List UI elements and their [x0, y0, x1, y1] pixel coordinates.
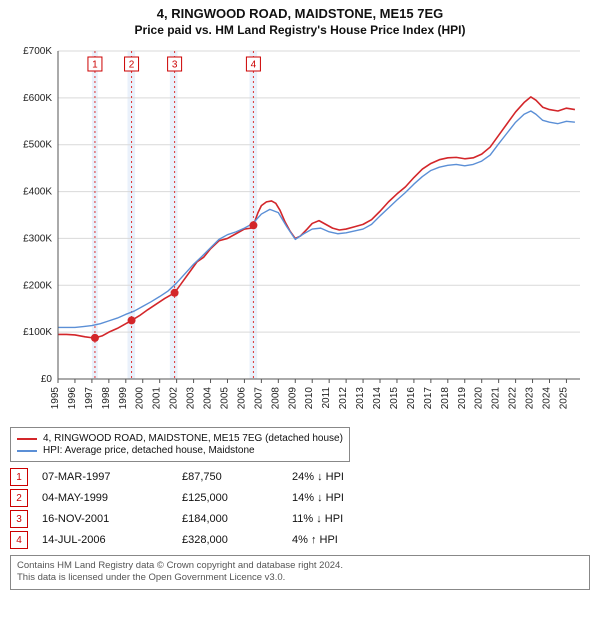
svg-text:2020: 2020 [474, 387, 485, 410]
svg-text:1999: 1999 [118, 387, 129, 410]
svg-text:2005: 2005 [219, 387, 230, 410]
svg-text:2021: 2021 [491, 387, 502, 410]
svg-text:2008: 2008 [270, 387, 281, 410]
sale-date: 16-NOV-2001 [42, 513, 182, 525]
sale-badge: 4 [10, 531, 28, 549]
svg-text:2016: 2016 [406, 387, 417, 410]
svg-text:2013: 2013 [355, 387, 366, 410]
svg-text:3: 3 [172, 60, 178, 71]
legend-item: HPI: Average price, detached house, Maid… [17, 445, 343, 456]
sale-row: 1 07-MAR-1997£87,75024% ↓ HPI [10, 468, 590, 486]
sale-row: 4 14-JUL-2006£328,0004% ↑ HPI [10, 531, 590, 549]
svg-text:2003: 2003 [186, 387, 197, 410]
chart-svg: £0 £100K £200K £300K £400K £500K £600K £700K 1 2 3… [10, 43, 590, 423]
sale-badge: 3 [10, 510, 28, 528]
svg-text:£0: £0 [41, 374, 53, 385]
svg-text:£600K: £600K [23, 93, 52, 104]
sale-date: 07-MAR-1997 [42, 471, 182, 483]
sale-diff: 24% ↓ HPI [292, 471, 382, 483]
footer-line-2: This data is licensed under the Open Gov… [17, 572, 583, 584]
svg-text:£300K: £300K [23, 233, 52, 244]
sale-price: £87,750 [182, 471, 292, 483]
svg-text:2001: 2001 [152, 387, 163, 410]
svg-text:£200K: £200K [23, 280, 52, 291]
svg-text:2022: 2022 [508, 387, 519, 410]
svg-text:1995: 1995 [50, 387, 61, 410]
page-title: 4, RINGWOOD ROAD, MAIDSTONE, ME15 7EG [10, 6, 590, 21]
svg-text:2012: 2012 [338, 387, 349, 410]
svg-text:2018: 2018 [440, 387, 451, 410]
sale-badge: 2 [10, 489, 28, 507]
svg-text:2024: 2024 [541, 387, 552, 410]
svg-text:1996: 1996 [67, 387, 78, 410]
footer-attribution: Contains HM Land Registry data © Crown c… [10, 555, 590, 590]
sale-diff: 4% ↑ HPI [292, 534, 382, 546]
svg-text:4: 4 [251, 60, 257, 71]
legend: 4, RINGWOOD ROAD, MAIDSTONE, ME15 7EG (d… [10, 427, 350, 462]
svg-text:2010: 2010 [304, 387, 315, 410]
svg-text:£100K: £100K [23, 327, 52, 338]
svg-text:2006: 2006 [236, 387, 247, 410]
sale-row: 3 16-NOV-2001£184,00011% ↓ HPI [10, 510, 590, 528]
legend-label: 4, RINGWOOD ROAD, MAIDSTONE, ME15 7EG (d… [43, 433, 343, 444]
svg-text:2011: 2011 [321, 387, 332, 409]
svg-text:1997: 1997 [84, 387, 95, 410]
svg-text:1998: 1998 [101, 387, 112, 410]
sale-price: £125,000 [182, 492, 292, 504]
svg-text:£500K: £500K [23, 140, 52, 151]
sale-date: 04-MAY-1999 [42, 492, 182, 504]
legend-label: HPI: Average price, detached house, Maid… [43, 445, 255, 456]
page-subtitle: Price paid vs. HM Land Registry's House … [10, 23, 590, 37]
svg-text:2002: 2002 [169, 387, 180, 410]
svg-text:£700K: £700K [23, 46, 52, 57]
svg-text:2009: 2009 [287, 387, 298, 410]
svg-text:2: 2 [129, 60, 135, 71]
svg-text:2000: 2000 [135, 387, 146, 410]
sale-date: 14-JUL-2006 [42, 534, 182, 546]
sale-price: £184,000 [182, 513, 292, 525]
sales-table: 1 07-MAR-1997£87,75024% ↓ HPI 2 04-MAY-1999… [10, 468, 590, 549]
sale-diff: 11% ↓ HPI [292, 513, 382, 525]
svg-text:2025: 2025 [558, 387, 569, 410]
sale-badge: 1 [10, 468, 28, 486]
sale-price: £328,000 [182, 534, 292, 546]
svg-text:1: 1 [92, 60, 98, 71]
svg-text:2015: 2015 [389, 387, 400, 410]
sale-diff: 14% ↓ HPI [292, 492, 382, 504]
legend-swatch [17, 450, 37, 452]
legend-swatch [17, 438, 37, 440]
svg-text:2017: 2017 [423, 387, 434, 410]
price-chart: £0 £100K £200K £300K £400K £500K £600K £700K 1 2 3… [10, 43, 590, 423]
legend-item: 4, RINGWOOD ROAD, MAIDSTONE, ME15 7EG (d… [17, 433, 343, 444]
svg-text:2019: 2019 [457, 387, 468, 410]
svg-text:2014: 2014 [372, 387, 383, 410]
svg-text:£400K: £400K [23, 187, 52, 198]
sale-row: 2 04-MAY-1999£125,00014% ↓ HPI [10, 489, 590, 507]
svg-text:2007: 2007 [253, 387, 264, 410]
svg-text:2023: 2023 [525, 387, 536, 410]
svg-text:2004: 2004 [203, 387, 214, 410]
footer-line-1: Contains HM Land Registry data © Crown c… [17, 560, 583, 572]
